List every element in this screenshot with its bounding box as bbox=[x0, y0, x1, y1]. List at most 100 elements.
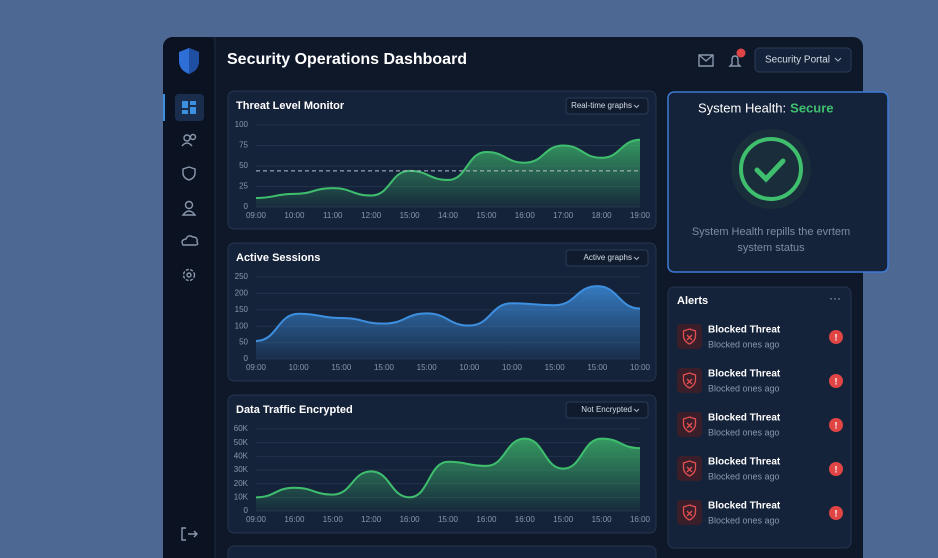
area-fill bbox=[256, 286, 640, 359]
check-mark bbox=[754, 158, 786, 183]
y-tick-label: 0 bbox=[244, 506, 249, 515]
alert-title: Blocked Threat bbox=[708, 501, 781, 512]
y-tick-label: 50 bbox=[239, 338, 248, 347]
dropdown[interactable] bbox=[565, 249, 649, 267]
dropdown[interactable] bbox=[565, 401, 649, 419]
y-tick-label: 10K bbox=[234, 492, 249, 501]
user-icon[interactable] bbox=[181, 200, 197, 216]
alert-badge-mark: ! bbox=[835, 332, 838, 342]
x-tick-label: 19:00 bbox=[630, 211, 651, 220]
x-tick-label: 15:00 bbox=[331, 363, 352, 372]
x-tick-label: 15:00 bbox=[476, 211, 497, 220]
alert-badge[interactable] bbox=[829, 418, 843, 432]
bell-icon[interactable] bbox=[728, 55, 742, 67]
alert-icon-bg bbox=[677, 500, 702, 525]
y-tick-label: 200 bbox=[235, 289, 249, 298]
x-tick-label: 16:00 bbox=[630, 515, 651, 524]
x-tick-label: 15:00 bbox=[587, 363, 608, 372]
chart-title: Threat Level Monitor bbox=[236, 100, 345, 112]
chevron bbox=[633, 408, 640, 413]
shield-icon[interactable] bbox=[182, 166, 196, 181]
card-partial bbox=[227, 545, 657, 558]
y-tick-label: 75 bbox=[239, 141, 248, 150]
x-tick-label: 15:00 bbox=[323, 515, 344, 524]
alert-subtitle: Blocked ones ago bbox=[708, 339, 780, 349]
y-tick-label: 20K bbox=[234, 479, 249, 488]
x-tick-label: 15:00 bbox=[545, 363, 566, 372]
x-tick-label: 17:00 bbox=[553, 211, 574, 220]
dropdown-label: Active graphs bbox=[584, 253, 632, 262]
y-tick-label: 40K bbox=[234, 451, 249, 460]
cloud-icon[interactable] bbox=[181, 235, 199, 246]
health-text: system status bbox=[737, 242, 805, 254]
y-tick-label: 250 bbox=[235, 272, 249, 281]
x-tick-label: 10:00 bbox=[459, 363, 480, 372]
dropdown-label: Not Encrypted bbox=[581, 405, 632, 414]
alert-icon-bg bbox=[677, 412, 702, 437]
line bbox=[255, 138, 641, 199]
logout-icon[interactable] bbox=[181, 527, 198, 541]
x-tick-label: 15:00 bbox=[400, 211, 421, 220]
chart-title: Active Sessions bbox=[236, 252, 320, 264]
mail-icon[interactable] bbox=[698, 54, 714, 67]
alerts-title: Alerts bbox=[677, 295, 708, 307]
y-tick-label: 0 bbox=[244, 202, 249, 211]
alert-badge[interactable] bbox=[829, 462, 843, 476]
page-title: Security Operations Dashboard bbox=[227, 51, 467, 68]
alert-badge-mark: ! bbox=[835, 420, 838, 430]
x-tick-label: 16:00 bbox=[515, 515, 536, 524]
x-tick-label: 09:00 bbox=[246, 515, 267, 524]
x-tick-label: 10:00 bbox=[502, 363, 523, 372]
dropdown-label: Real-time graphs bbox=[571, 101, 632, 110]
y-tick-label: 60K bbox=[234, 424, 249, 433]
portal-button[interactable] bbox=[754, 47, 852, 73]
alert-badge[interactable] bbox=[829, 374, 843, 388]
sidebar bbox=[163, 37, 215, 558]
health-status: Secure bbox=[790, 100, 833, 115]
x-tick-label: 09:00 bbox=[246, 211, 267, 220]
alert-badge[interactable] bbox=[829, 506, 843, 520]
health-ring bbox=[739, 137, 803, 201]
alert-title: Blocked Threat bbox=[708, 413, 781, 424]
x-tick-label: 10:00 bbox=[284, 211, 305, 220]
health-text: System Health repills the evrtem bbox=[692, 226, 850, 238]
settings-icon[interactable] bbox=[182, 268, 196, 282]
x-tick-label: 16:00 bbox=[515, 211, 536, 220]
x-tick-label: 16:00 bbox=[400, 515, 421, 524]
x-tick-label: 15:00 bbox=[553, 515, 574, 524]
chevron bbox=[633, 104, 640, 109]
nav-active[interactable] bbox=[175, 94, 204, 121]
alert-icon-bg bbox=[677, 368, 702, 393]
alert-shield bbox=[682, 372, 697, 389]
y-tick-label: 150 bbox=[235, 305, 249, 314]
line bbox=[255, 285, 641, 342]
area-fill bbox=[256, 438, 640, 511]
alert-icon-bg bbox=[677, 456, 702, 481]
x-tick-label: 10:00 bbox=[289, 363, 310, 372]
x-tick-label: 15:00 bbox=[592, 515, 613, 524]
alert-title: Blocked Threat bbox=[708, 325, 781, 336]
more-menu[interactable]: ··· bbox=[829, 291, 841, 305]
x-tick-label: 15:00 bbox=[438, 515, 459, 524]
dashboard-icon[interactable] bbox=[182, 101, 196, 114]
y-tick-label: 100 bbox=[235, 321, 249, 330]
x-tick-label: 09:00 bbox=[246, 363, 267, 372]
alert-subtitle: Blocked ones ago bbox=[708, 383, 780, 393]
notification-badge bbox=[736, 48, 746, 58]
alert-badge[interactable] bbox=[829, 330, 843, 344]
alert-title: Blocked Threat bbox=[708, 369, 781, 380]
x-tick-label: 11:00 bbox=[323, 211, 343, 220]
y-tick-label: 50K bbox=[234, 438, 249, 447]
alert-shield bbox=[682, 416, 697, 433]
y-tick-label: 0 bbox=[244, 354, 249, 363]
alert-badge-mark: ! bbox=[835, 464, 838, 474]
alerts-card bbox=[667, 286, 852, 549]
y-tick-label: 100 bbox=[235, 120, 249, 129]
x-tick-label: 10:00 bbox=[630, 363, 651, 372]
alert-badge-mark: ! bbox=[835, 508, 838, 518]
alert-subtitle: Blocked ones ago bbox=[708, 427, 780, 437]
dropdown[interactable] bbox=[565, 97, 649, 115]
y-tick-label: 25 bbox=[239, 182, 248, 191]
users-icon[interactable] bbox=[181, 133, 197, 147]
